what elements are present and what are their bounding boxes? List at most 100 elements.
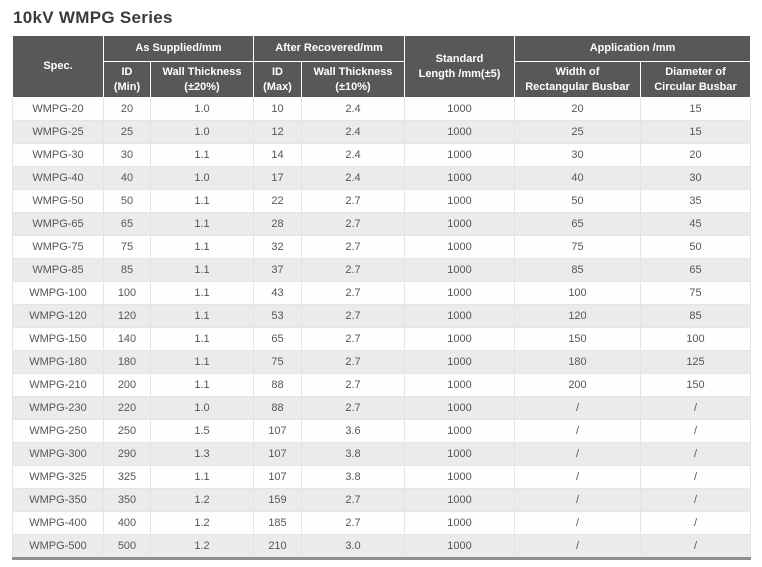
value-cell: 125 xyxy=(640,350,751,374)
header-line: ID xyxy=(121,66,133,79)
value-cell: 85 xyxy=(514,258,641,282)
value-cell: 1000 xyxy=(404,120,515,144)
table-row: WMPG-400 400 1.2 185 2.7 1000// xyxy=(12,511,751,535)
value-cell: 2.4 xyxy=(301,120,405,144)
col-header-wall-thickness-20: Wall Thickness (±20%) xyxy=(150,61,254,98)
table-row: WMPG-300 290 1.3 107 3.8 1000// xyxy=(12,442,751,466)
table-row: WMPG-350 350 1.2 159 2.7 1000// xyxy=(12,488,751,512)
value-cell: 1000 xyxy=(404,97,515,121)
value-cell: 1.3 xyxy=(150,442,254,466)
value-cell: / xyxy=(514,488,641,512)
header-line: (Max) xyxy=(263,80,292,93)
header-line: Length /mm(±5) xyxy=(418,67,501,80)
value-cell: 28 xyxy=(253,212,302,236)
value-cell: 1.1 xyxy=(150,327,254,351)
table-row: WMPG-120 120 1.1 53 2.7 1000 120 85 xyxy=(12,304,751,328)
value-cell: 50 xyxy=(640,235,751,259)
value-cell: 75 xyxy=(514,235,641,259)
col-group-after-recovered: After Recovered/mm xyxy=(253,35,405,62)
header-line: ID xyxy=(272,66,283,79)
value-cell: 200 xyxy=(103,373,151,397)
value-cell: 20 xyxy=(103,97,151,121)
value-cell: 1.1 xyxy=(150,373,254,397)
value-cell: 65 xyxy=(103,212,151,236)
value-cell: 1000 xyxy=(404,465,515,489)
value-cell: 1.5 xyxy=(150,419,254,443)
header-line: Rectangular Busbar xyxy=(525,80,630,93)
value-cell: / xyxy=(640,419,751,443)
value-cell: 220 xyxy=(103,396,151,420)
value-cell: 65 xyxy=(514,212,641,236)
value-cell: 43 xyxy=(253,281,302,305)
table-row: WMPG-180 180 1.1 75 2.7 1000 180 125 xyxy=(12,350,751,374)
value-cell: 1000 xyxy=(404,258,515,282)
value-cell: 1.0 xyxy=(150,97,254,121)
page-title: 10kV WMPG Series xyxy=(13,8,173,27)
value-cell: 100 xyxy=(640,327,751,351)
value-cell: 1.1 xyxy=(150,304,254,328)
table-row: WMPG-30 30 1.1 14 2.4 1000 30 20 xyxy=(12,143,751,167)
spec-cell: WMPG-20 xyxy=(12,97,104,121)
value-cell: 1.2 xyxy=(150,488,254,512)
value-cell: 2.4 xyxy=(301,97,405,121)
value-cell: 2.7 xyxy=(301,511,405,535)
col-header-wall-thickness-10: Wall Thickness (±10%) xyxy=(301,61,405,98)
value-cell: 500 xyxy=(103,534,151,559)
value-cell: 2.4 xyxy=(301,143,405,167)
spec-cell: WMPG-40 xyxy=(12,166,104,190)
value-cell: 120 xyxy=(514,304,641,328)
spec-cell: WMPG-50 xyxy=(12,189,104,213)
spec-cell: WMPG-150 xyxy=(12,327,104,351)
value-cell: 1.0 xyxy=(150,166,254,190)
value-cell: 100 xyxy=(514,281,641,305)
value-cell: 37 xyxy=(253,258,302,282)
value-cell: / xyxy=(640,396,751,420)
value-cell: 2.7 xyxy=(301,258,405,282)
value-cell: 30 xyxy=(640,166,751,190)
spec-cell: WMPG-400 xyxy=(12,511,104,535)
value-cell: 1.1 xyxy=(150,465,254,489)
value-cell: 1.1 xyxy=(150,350,254,374)
spec-cell: WMPG-100 xyxy=(12,281,104,305)
spec-cell: WMPG-65 xyxy=(12,212,104,236)
table-row: WMPG-85 85 1.1 37 2.7 1000 85 65 xyxy=(12,258,751,282)
spec-cell: WMPG-85 xyxy=(12,258,104,282)
value-cell: 1000 xyxy=(404,396,515,420)
spec-cell: WMPG-75 xyxy=(12,235,104,259)
value-cell: 32 xyxy=(253,235,302,259)
value-cell: 2.7 xyxy=(301,350,405,374)
value-cell: / xyxy=(640,442,751,466)
value-cell: 2.7 xyxy=(301,304,405,328)
table-row: WMPG-250 250 1.5 107 3.6 1000// xyxy=(12,419,751,443)
spec-cell: WMPG-25 xyxy=(12,120,104,144)
value-cell: / xyxy=(640,511,751,535)
value-cell: / xyxy=(640,488,751,512)
value-cell: 400 xyxy=(103,511,151,535)
value-cell: 100 xyxy=(103,281,151,305)
value-cell: 1000 xyxy=(404,327,515,351)
value-cell: 1.1 xyxy=(150,281,254,305)
table-row: WMPG-25 25 1.0 12 2.4 1000 25 15 xyxy=(12,120,751,144)
value-cell: 107 xyxy=(253,442,302,466)
value-cell: 2.4 xyxy=(301,166,405,190)
value-cell: 35 xyxy=(640,189,751,213)
value-cell: 2.7 xyxy=(301,189,405,213)
value-cell: 20 xyxy=(514,97,641,121)
value-cell: 75 xyxy=(103,235,151,259)
table-body: WMPG-20 20 1.0 10 2.4 1000 20 15 WMPG-25 25 1.0 12 2… xyxy=(12,97,751,559)
value-cell: 1.2 xyxy=(150,534,254,559)
value-cell: 107 xyxy=(253,465,302,489)
value-cell: / xyxy=(514,442,641,466)
col-header-diameter-circ-busbar: Diameter of Circular Busbar xyxy=(640,61,751,98)
table-row: WMPG-65 65 1.1 28 2.7 1000 65 45 xyxy=(12,212,751,236)
table-row: WMPG-230 220 1.0 88 2.7 1000// xyxy=(12,396,751,420)
value-cell: 20 xyxy=(640,143,751,167)
value-cell: 1000 xyxy=(404,511,515,535)
value-cell: 2.7 xyxy=(301,212,405,236)
value-cell: 85 xyxy=(103,258,151,282)
header-line: Circular Busbar xyxy=(654,80,737,93)
header-sub-row: ID (Min) Wall Thickness (±20%) ID (Max) … xyxy=(13,61,751,98)
value-cell: 1000 xyxy=(404,166,515,190)
value-cell: 2.7 xyxy=(301,235,405,259)
